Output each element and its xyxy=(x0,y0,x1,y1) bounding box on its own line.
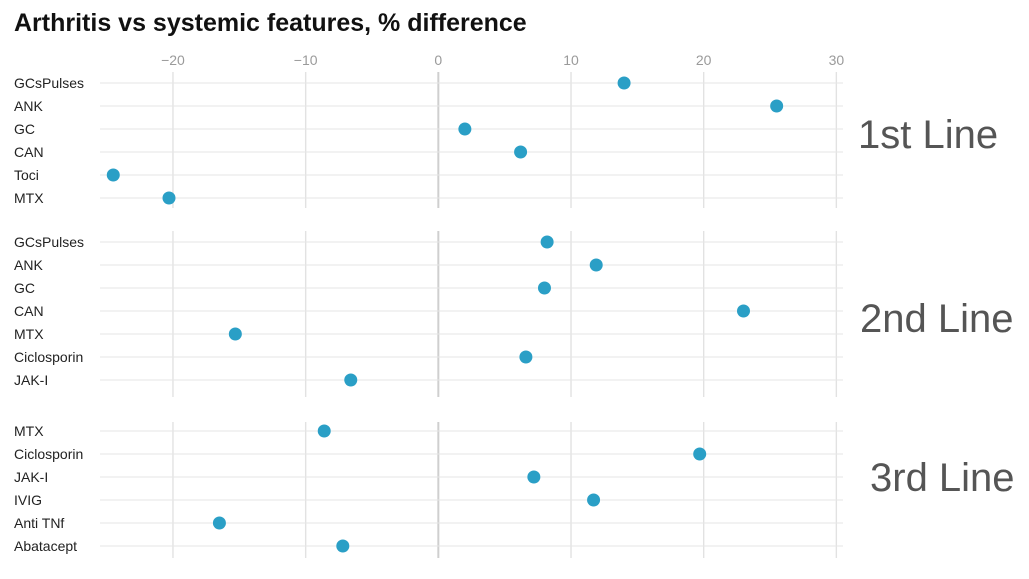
category-label: Abatacept xyxy=(14,538,77,554)
chart-title: Arthritis vs systemic features, % differ… xyxy=(14,9,527,37)
panel-label: 2nd Line xyxy=(860,297,1013,341)
category-label: Toci xyxy=(14,167,39,183)
category-label: ANK xyxy=(14,257,43,273)
panel-label: 1st Line xyxy=(858,113,998,157)
category-label: GCsPulses xyxy=(14,75,84,91)
panel-label: 3rd Line xyxy=(870,456,1015,500)
data-point xyxy=(587,493,601,507)
category-label: JAK-I xyxy=(14,469,48,485)
data-point xyxy=(317,424,331,438)
data-point xyxy=(770,99,784,113)
panel: MTX Ciclosporin JAK-I IVIG Anti TNf Abatacept… xyxy=(14,422,1015,558)
data-point xyxy=(336,539,350,553)
data-point xyxy=(519,350,533,364)
category-label: MTX xyxy=(14,423,44,439)
category-label: JAK-I xyxy=(14,372,48,388)
x-axis-ticks: −20 −10 0 10 20 30 xyxy=(161,52,844,68)
data-point xyxy=(106,168,120,182)
data-point xyxy=(514,145,528,159)
category-label: IVIG xyxy=(14,492,42,508)
data-point xyxy=(162,191,176,205)
data-point xyxy=(736,304,750,318)
panel: GCsPulses ANK GC CAN Toci MTX 1st Line xyxy=(14,72,998,208)
panel: GCsPulses ANK GC CAN MTX Ciclosporin JAK-I 2nd … xyxy=(14,231,1013,397)
category-label: GC xyxy=(14,121,35,137)
data-point xyxy=(540,235,554,249)
data-point xyxy=(527,470,541,484)
category-label: MTX xyxy=(14,326,44,342)
category-label: CAN xyxy=(14,144,44,160)
x-tick-label: 10 xyxy=(563,52,579,68)
x-tick-label: −20 xyxy=(161,52,185,68)
data-point xyxy=(537,281,551,295)
x-tick-label: −10 xyxy=(294,52,318,68)
x-tick-label: 30 xyxy=(829,52,845,68)
data-point xyxy=(228,327,242,341)
data-point xyxy=(693,447,707,461)
category-label: ANK xyxy=(14,98,43,114)
x-tick-label: 20 xyxy=(696,52,712,68)
category-label: CAN xyxy=(14,303,44,319)
category-label: Ciclosporin xyxy=(14,446,83,462)
category-label: GCsPulses xyxy=(14,234,84,250)
data-point xyxy=(458,122,472,136)
category-label: MTX xyxy=(14,190,44,206)
category-label: Ciclosporin xyxy=(14,349,83,365)
category-label: GC xyxy=(14,280,35,296)
data-point xyxy=(617,76,631,90)
data-point xyxy=(212,516,226,530)
data-point xyxy=(344,373,358,387)
x-tick-label: 0 xyxy=(434,52,442,68)
category-label: Anti TNf xyxy=(14,515,64,531)
data-point xyxy=(589,258,603,272)
